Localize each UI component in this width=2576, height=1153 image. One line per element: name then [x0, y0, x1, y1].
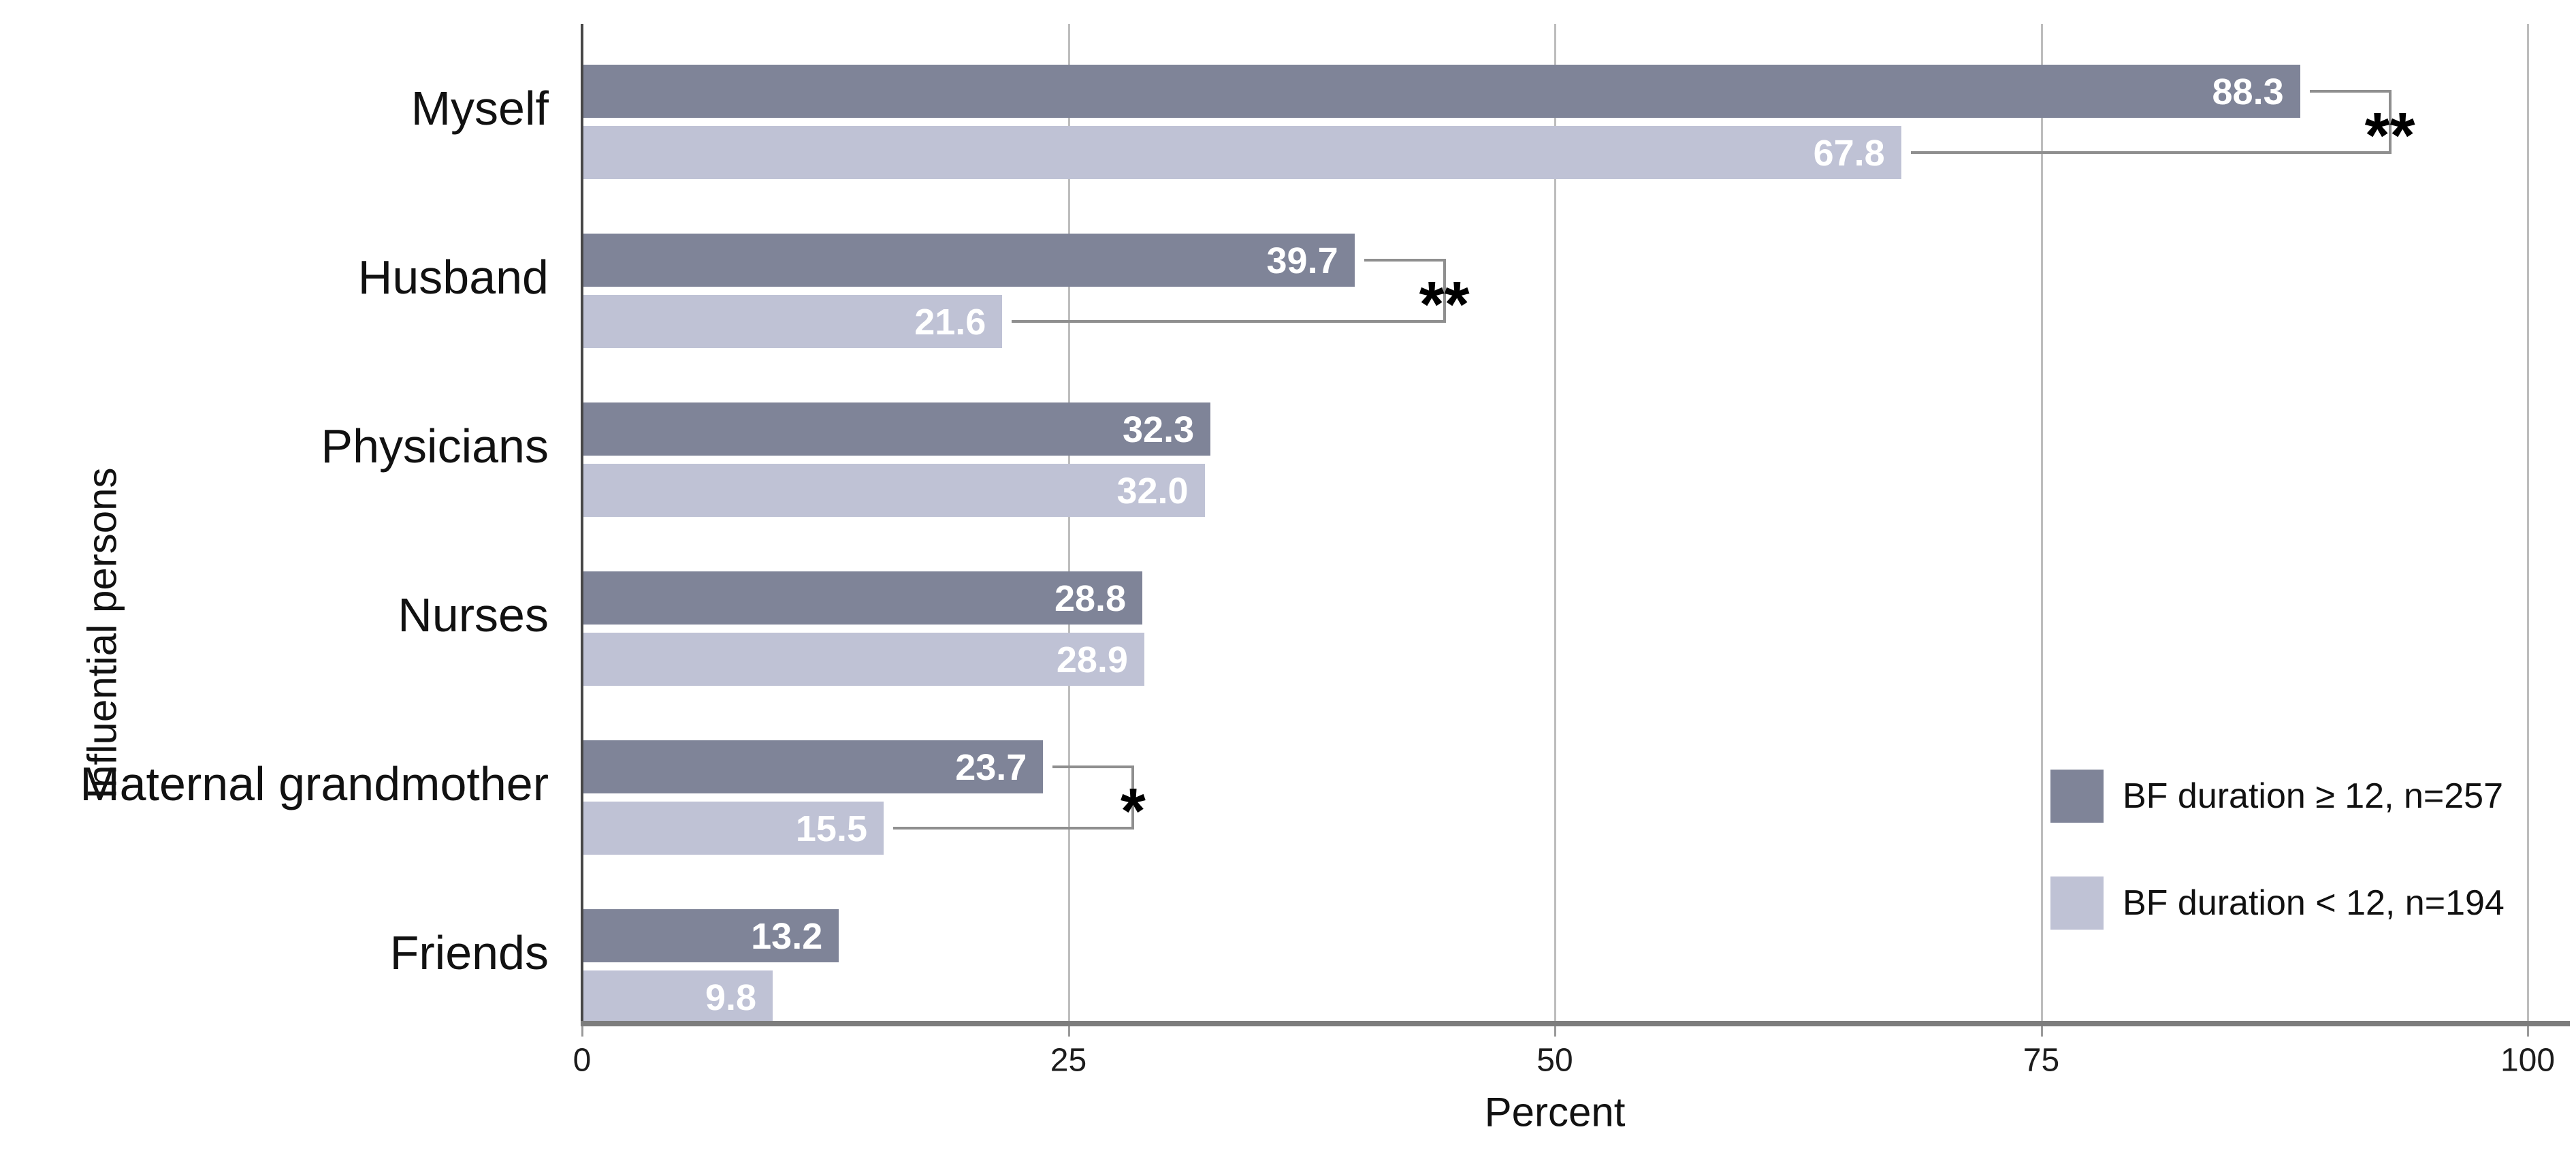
category-label-maternal-grandmother: Maternal grandmother — [80, 757, 549, 810]
sig-bracket-vertical-maternal-grandmother — [1131, 765, 1135, 830]
x-tick-label-0: 0 — [573, 1042, 592, 1079]
sig-bracket-top-maternal-grandmother — [1052, 765, 1135, 768]
gridline-50 — [1554, 24, 1556, 1024]
bar-value-label: 32.0 — [1116, 471, 1189, 511]
bar-dark-physicians: 32.3 — [582, 402, 1211, 456]
x-tick-label-100: 100 — [2500, 1042, 2556, 1079]
bar-light-nurses: 28.9 — [582, 633, 1144, 686]
bar-value-label: 88.3 — [2212, 72, 2284, 112]
legend-swatch-light — [2050, 876, 2104, 930]
gridline-25 — [1067, 24, 1070, 1024]
bar-value-label: 28.8 — [1054, 578, 1127, 619]
bar-dark-maternal-grandmother: 23.7 — [582, 740, 1044, 793]
category-label-husband: Husband — [357, 251, 549, 304]
bar-light-husband: 21.6 — [582, 295, 1003, 348]
significance-marker-husband: ** — [1419, 268, 1470, 341]
legend-label: BF duration < 12, n=194 — [2123, 883, 2505, 923]
x-tick-25 — [1067, 1026, 1070, 1037]
bar-value-label: 23.7 — [955, 747, 1027, 788]
bar-value-label: 32.3 — [1123, 409, 1195, 450]
sig-bracket-vertical-myself — [2388, 90, 2392, 154]
category-label-nurses: Nurses — [398, 588, 549, 642]
sig-bracket-bottom-maternal-grandmother — [892, 827, 1135, 830]
x-tick-label-25: 25 — [1050, 1042, 1087, 1079]
sig-bracket-top-myself — [2309, 90, 2392, 93]
sig-bracket-top-husband — [1364, 259, 1446, 262]
category-label-physicians: Physicians — [321, 420, 549, 473]
x-tick-0 — [581, 1026, 583, 1037]
legend-item-bf-ge-12: BF duration ≥ 12, n=257 — [2050, 770, 2503, 823]
sig-bracket-bottom-husband — [1012, 320, 1446, 323]
bar-value-label: 28.9 — [1056, 639, 1128, 680]
x-tick-100 — [2527, 1026, 2529, 1037]
category-label-friends: Friends — [389, 926, 549, 979]
x-axis-title: Percent — [1484, 1089, 1626, 1135]
category-label-myself: Myself — [410, 82, 549, 135]
x-tick-50 — [1554, 1026, 1556, 1037]
sig-bracket-vertical-husband — [1443, 259, 1446, 323]
bar-value-label: 21.6 — [914, 302, 986, 343]
bar-value-label: 15.5 — [795, 808, 867, 849]
bar-light-friends: 9.8 — [582, 970, 773, 1024]
bar-value-label: 13.2 — [751, 916, 823, 957]
gridline-75 — [2040, 24, 2043, 1024]
x-tick-75 — [2040, 1026, 2043, 1037]
x-axis-baseline — [581, 1021, 2570, 1026]
gridline-100 — [2527, 24, 2529, 1024]
bar-light-myself: 67.8 — [582, 126, 1901, 179]
x-tick-label-75: 75 — [2023, 1042, 2060, 1079]
bar-dark-nurses: 28.8 — [582, 571, 1143, 625]
legend-swatch-dark — [2050, 770, 2104, 823]
y-axis-line — [581, 24, 583, 1024]
x-tick-label-50: 50 — [1536, 1042, 1573, 1079]
bar-dark-friends: 13.2 — [582, 909, 839, 962]
significance-marker-maternal-grandmother: * — [1120, 775, 1146, 847]
significance-marker-myself: ** — [2364, 99, 2415, 172]
bar-light-physicians: 32.0 — [582, 464, 1205, 517]
bar-value-label: 9.8 — [705, 977, 757, 1018]
bar-value-label: 67.8 — [1813, 133, 1885, 174]
bar-dark-husband: 39.7 — [582, 234, 1355, 287]
legend-label: BF duration ≥ 12, n=257 — [2123, 776, 2504, 816]
sig-bracket-bottom-myself — [1910, 151, 2392, 154]
bar-dark-myself: 88.3 — [582, 65, 2300, 118]
legend-item-bf-lt-12: BF duration < 12, n=194 — [2050, 876, 2505, 930]
bar-value-label: 39.7 — [1266, 240, 1338, 281]
bar-light-maternal-grandmother: 15.5 — [582, 802, 884, 855]
